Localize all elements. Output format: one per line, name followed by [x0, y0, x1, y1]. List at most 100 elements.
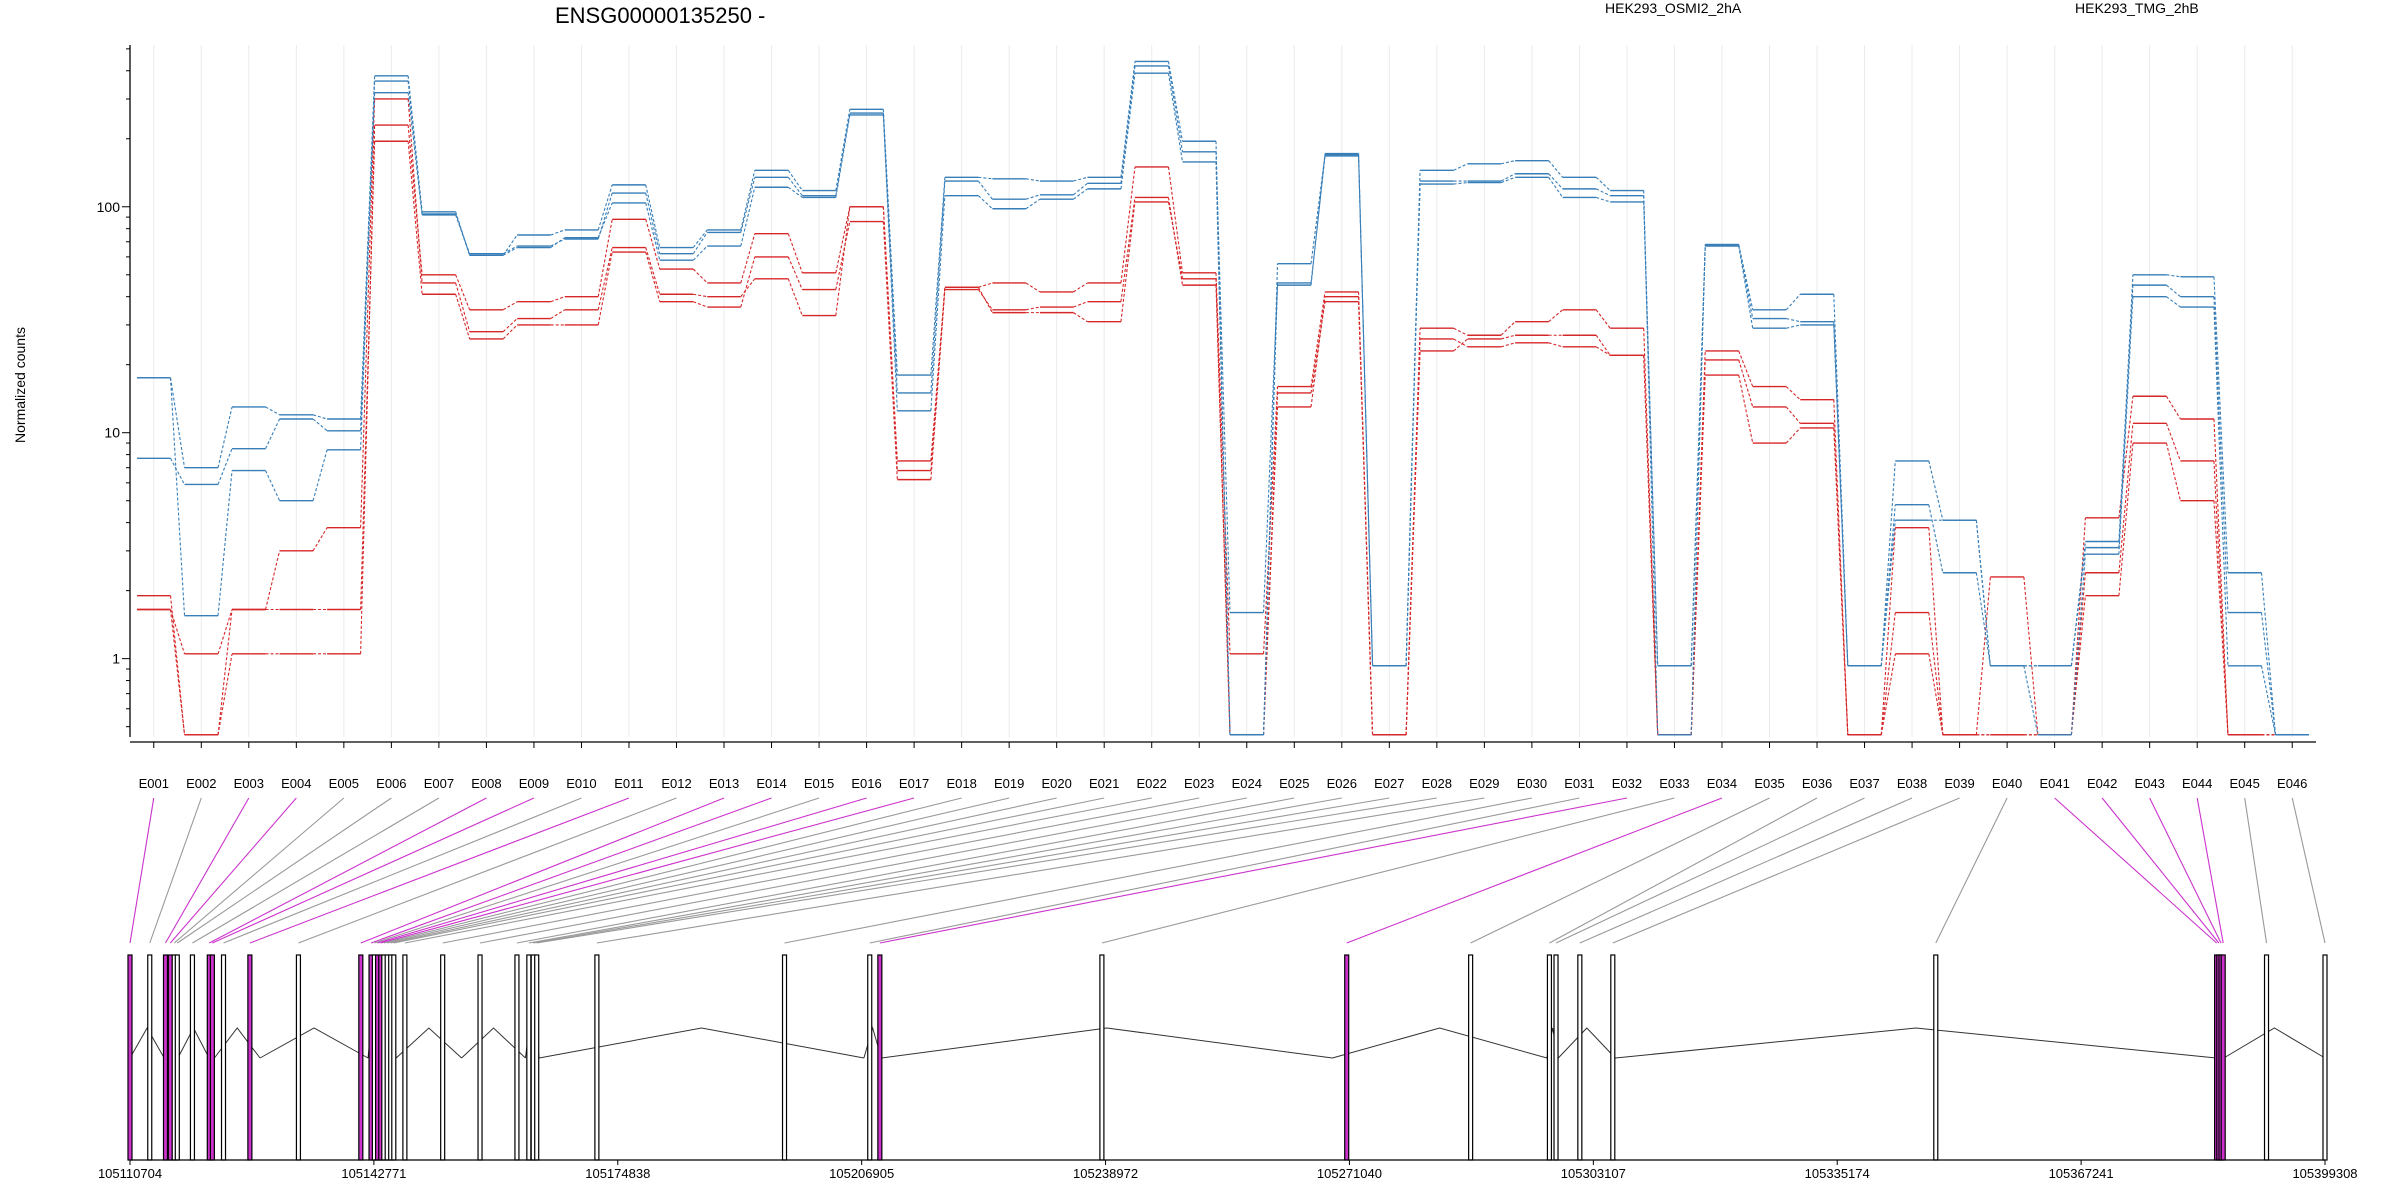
connector — [835, 206, 851, 273]
connector — [1786, 324, 1801, 329]
connector — [787, 256, 803, 290]
x-tick-label-E035: E035 — [1754, 776, 1784, 791]
connector-E008 — [209, 797, 487, 944]
exon-block-E009 — [209, 954, 215, 1161]
connector — [1928, 527, 1944, 735]
x-tick-label-E043: E043 — [2134, 776, 2164, 791]
connector — [312, 449, 328, 501]
connector-E027 — [533, 797, 1390, 944]
exon-block-E026 — [526, 954, 532, 1161]
connector — [1595, 309, 1611, 329]
connector-E035 — [1470, 797, 1770, 944]
connector — [1643, 201, 1659, 666]
series-line-3 — [137, 140, 2309, 736]
connector-E005 — [173, 797, 345, 944]
x-tick-label-E034: E034 — [1707, 776, 1737, 791]
connector — [360, 98, 376, 528]
connector — [1500, 321, 1516, 336]
connector — [1025, 198, 1041, 210]
connector-E006 — [176, 797, 392, 944]
position-tick-label: 105142771 — [341, 1166, 406, 1181]
connector-E016 — [377, 797, 867, 944]
connector — [2070, 554, 2086, 735]
connector — [740, 187, 756, 247]
connector — [597, 184, 613, 231]
connector-E010 — [223, 797, 582, 944]
x-tick-label-E028: E028 — [1422, 776, 1452, 791]
connector — [1025, 306, 1041, 311]
connector — [978, 282, 993, 288]
connector — [550, 229, 565, 236]
position-tick-label: 105110704 — [98, 1166, 162, 1181]
connector — [455, 274, 471, 310]
exon-block-E030 — [781, 954, 788, 1161]
connector — [407, 92, 423, 216]
exon-block-E038 — [1577, 954, 1583, 1161]
connector — [1310, 296, 1326, 408]
connector-E032 — [879, 797, 1628, 944]
intron-line — [539, 1027, 864, 1059]
connector — [930, 180, 946, 393]
connector — [1073, 312, 1088, 323]
connector-E031 — [869, 797, 1580, 944]
connector — [1073, 282, 1088, 293]
connector — [2165, 442, 2181, 501]
position-tick-label: 105335174 — [1805, 1166, 1870, 1181]
x-tick-label-E005: E005 — [329, 776, 359, 791]
connector-E018 — [383, 797, 962, 944]
connector-E026 — [528, 797, 1342, 944]
connector — [1643, 195, 1659, 666]
connector-E007 — [192, 797, 440, 944]
connector — [597, 219, 613, 297]
x-tick-label-E031: E031 — [1564, 776, 1594, 791]
connector-E015 — [374, 797, 820, 944]
connector — [977, 180, 993, 200]
connector — [2213, 296, 2229, 613]
connector — [835, 109, 851, 191]
connector — [1880, 520, 1896, 666]
connector-E011 — [249, 797, 630, 944]
connector — [360, 141, 376, 610]
connector — [882, 112, 898, 393]
genomic-position-axis: 105110704 105142771 105174838 105206905 1052… — [98, 1159, 2358, 1181]
legend-label-osmi2: HEK293_OSMI2_2hA — [1605, 0, 1742, 16]
connector — [265, 406, 280, 416]
connector — [2118, 442, 2134, 596]
x-tick-label-E013: E013 — [709, 776, 739, 791]
connector — [1167, 65, 1184, 152]
exon-connector-lines — [129, 797, 2326, 944]
connector — [1358, 301, 1374, 735]
connector — [502, 234, 518, 256]
connector — [693, 293, 708, 298]
exon-block-E045 — [2263, 954, 2270, 1161]
connector — [740, 278, 756, 298]
connector — [882, 221, 898, 480]
gene-model — [127, 954, 2328, 1161]
y-axis-label: Normalized counts — [12, 327, 28, 443]
connector-E001 — [129, 797, 155, 944]
connector — [169, 377, 186, 616]
x-tick-label-E024: E024 — [1232, 776, 1262, 791]
connector — [1025, 194, 1041, 200]
connector — [1215, 151, 1231, 613]
x-tick-label-E011: E011 — [614, 776, 643, 791]
connector — [1785, 427, 1801, 444]
exon-block-E006 — [174, 954, 180, 1161]
connector — [1358, 153, 1374, 666]
exon-block-E010 — [220, 954, 227, 1161]
connector-E041 — [2054, 797, 2217, 944]
connector — [455, 213, 471, 256]
connector — [2166, 284, 2181, 298]
connector — [2213, 276, 2229, 573]
connector — [1500, 334, 1516, 340]
connector — [1738, 374, 1754, 444]
exon-block-E011 — [247, 954, 253, 1161]
position-tick-label: 105367241 — [2049, 1166, 2114, 1181]
connector — [645, 247, 661, 295]
connector — [217, 406, 233, 468]
connector — [1025, 282, 1041, 293]
connector — [2260, 612, 2277, 735]
connector — [2165, 423, 2181, 462]
connector — [597, 192, 613, 240]
connector — [740, 170, 756, 231]
